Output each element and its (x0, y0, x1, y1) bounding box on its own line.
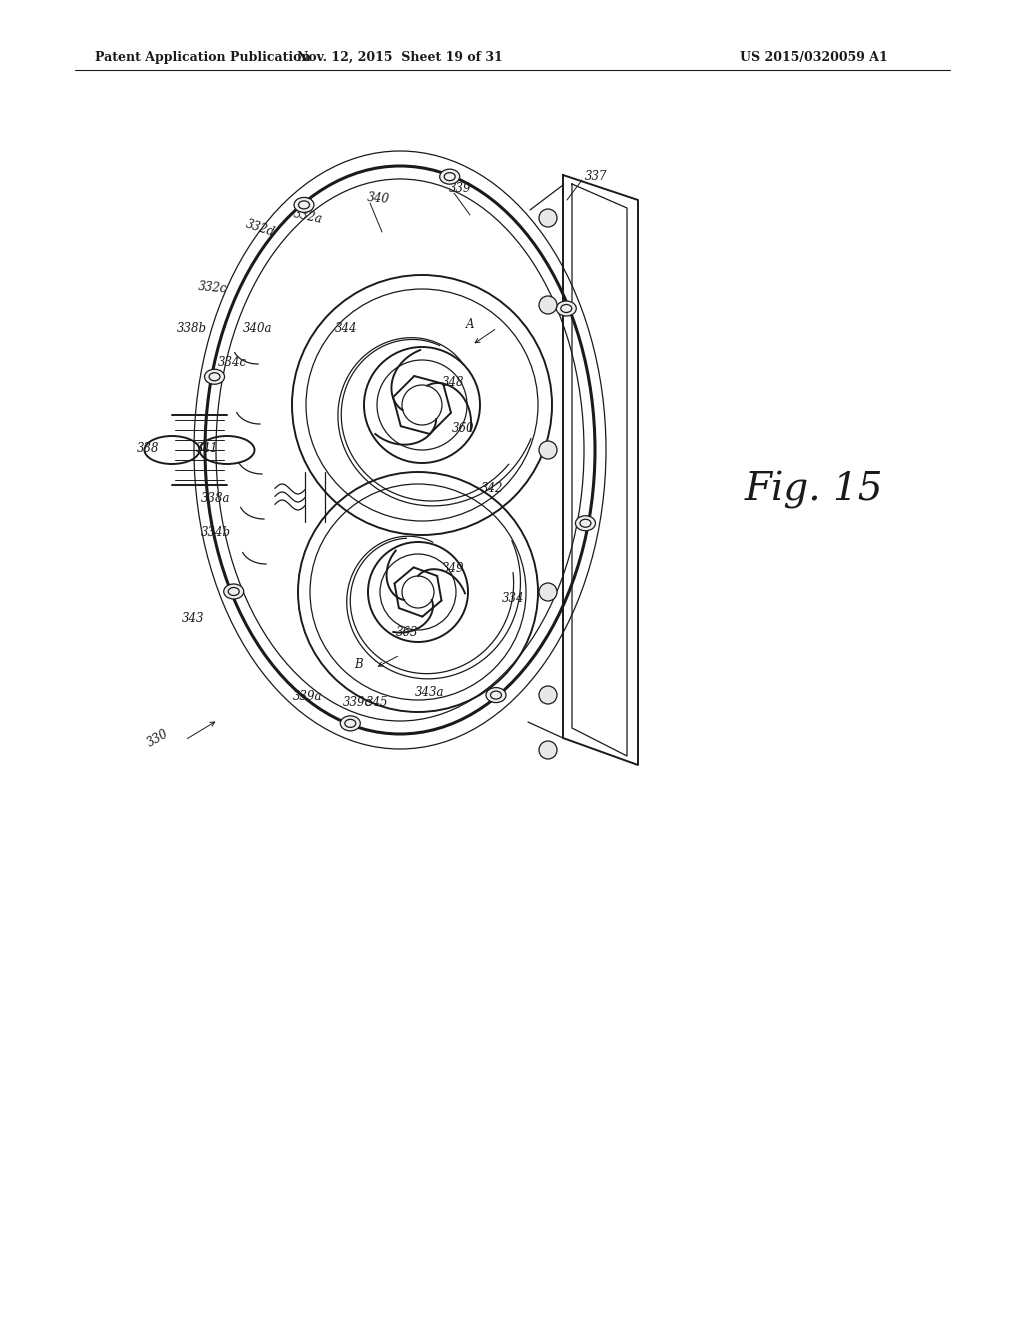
Ellipse shape (294, 198, 314, 213)
Text: 334b: 334b (201, 527, 231, 540)
Text: 340a: 340a (244, 322, 272, 334)
Ellipse shape (340, 715, 360, 731)
Ellipse shape (556, 301, 577, 315)
Ellipse shape (575, 516, 596, 531)
Text: 339a: 339a (293, 690, 323, 704)
Circle shape (539, 686, 557, 704)
Text: 341: 341 (196, 441, 218, 454)
Text: 343: 343 (181, 611, 204, 624)
Text: 334: 334 (502, 591, 524, 605)
Text: 342: 342 (480, 482, 503, 495)
Ellipse shape (439, 169, 460, 185)
Text: 332a: 332a (292, 207, 324, 227)
Text: 349: 349 (441, 561, 464, 574)
Ellipse shape (486, 688, 506, 702)
Text: 337: 337 (585, 170, 607, 183)
Text: Fig. 15: Fig. 15 (745, 471, 884, 510)
Text: 332d: 332d (244, 218, 276, 239)
Circle shape (539, 583, 557, 601)
Text: 334c: 334c (217, 356, 247, 370)
Text: 348: 348 (441, 376, 464, 389)
Circle shape (539, 741, 557, 759)
Text: 332c: 332c (198, 280, 228, 296)
Text: 340: 340 (367, 190, 390, 206)
Text: B: B (353, 659, 362, 672)
Circle shape (539, 209, 557, 227)
Text: 344: 344 (335, 322, 357, 334)
Text: 360: 360 (452, 421, 474, 434)
Circle shape (539, 296, 557, 314)
Text: Nov. 12, 2015  Sheet 19 of 31: Nov. 12, 2015 Sheet 19 of 31 (297, 50, 503, 63)
Text: 339c: 339c (342, 696, 372, 709)
Text: US 2015/0320059 A1: US 2015/0320059 A1 (740, 50, 888, 63)
Ellipse shape (223, 583, 244, 599)
Text: A: A (466, 318, 474, 331)
Text: 339: 339 (449, 181, 471, 194)
Text: 338: 338 (137, 441, 160, 454)
Text: 363: 363 (395, 627, 418, 639)
Ellipse shape (205, 370, 224, 384)
Text: 343a: 343a (416, 686, 444, 700)
Text: Patent Application Publication: Patent Application Publication (95, 50, 310, 63)
Text: 345: 345 (366, 696, 388, 709)
Text: 338a: 338a (202, 491, 230, 504)
Circle shape (539, 441, 557, 459)
Text: 330: 330 (145, 727, 171, 750)
Text: 338b: 338b (177, 322, 207, 334)
